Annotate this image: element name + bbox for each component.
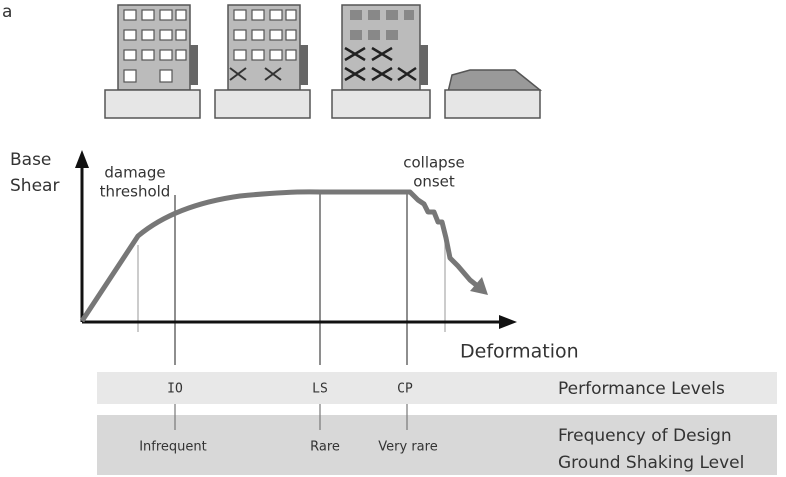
- annotation: onset: [413, 173, 455, 191]
- panel-label: a: [2, 2, 12, 22]
- frequency-label: Very rare: [378, 440, 437, 455]
- level-label: LS: [312, 382, 328, 397]
- level-label: IO: [167, 382, 183, 397]
- frequency-band: [97, 415, 777, 475]
- annotation: damage: [104, 164, 165, 182]
- band-title: Ground Shaking Level: [558, 453, 744, 473]
- y-axis-label: Shear: [10, 176, 59, 196]
- axes: [75, 150, 517, 329]
- band-title: Performance Levels: [558, 379, 725, 399]
- level-label: CP: [397, 382, 413, 397]
- x-axis-label: Deformation: [460, 341, 579, 363]
- frequency-label: Rare: [310, 440, 340, 455]
- level-lines: [137, 190, 446, 430]
- annotation: threshold: [100, 183, 171, 201]
- capacity-curve: [79, 189, 482, 323]
- curve-arrowhead: [470, 277, 488, 295]
- frequency-label: Infrequent: [139, 440, 207, 455]
- building-illustrations: [104, 4, 543, 119]
- performance-band: [97, 372, 777, 404]
- y-axis-label: Base: [10, 150, 51, 170]
- annotation: collapse: [403, 154, 465, 172]
- band-title: Frequency of Design: [558, 426, 732, 446]
